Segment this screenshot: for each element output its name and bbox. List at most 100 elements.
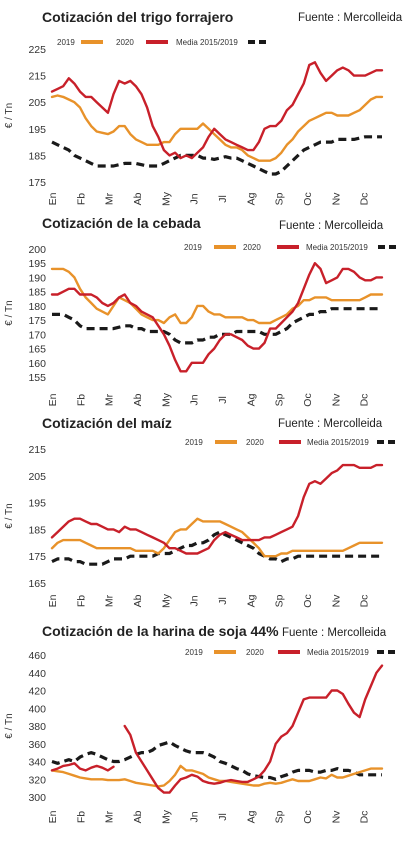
legend-label-series-media: Media 2015/2019 xyxy=(176,38,238,47)
x-tick-label: Sp xyxy=(274,810,286,823)
x-tick-label: Nv xyxy=(330,810,342,824)
y-tick-label: 205 xyxy=(28,471,46,483)
chart-legend: 2019 2020 Media 2015/2019 xyxy=(57,38,270,47)
chart-panel-4: Cotización de la harina de soja 44% Fuent… xyxy=(4,623,399,824)
x-tick-label: Fb xyxy=(75,595,87,607)
chart-title: Cotización del maíz xyxy=(42,415,172,431)
series-media-line xyxy=(52,307,382,345)
y-tick-label: 195 xyxy=(28,258,46,270)
series-2020-line xyxy=(50,61,384,160)
y-tick-label: 165 xyxy=(28,344,46,356)
x-tick-label: Dc xyxy=(359,193,371,206)
legend-label-series-2019: 2019 xyxy=(185,438,203,447)
y-axis-label: € / Tn xyxy=(4,300,15,325)
y-tick-label: 360 xyxy=(28,739,46,751)
x-tick-label: Nv xyxy=(330,393,342,407)
y-tick-label: 190 xyxy=(28,272,46,284)
series-2019-line xyxy=(50,517,384,558)
x-tick-label: Sp xyxy=(274,192,286,205)
x-tick-label: Jl xyxy=(217,396,229,404)
x-tick-label: Dc xyxy=(359,595,371,608)
chart-title: Cotización de la cebada xyxy=(42,215,201,231)
y-tick-label: 420 xyxy=(28,686,46,698)
chart-title: Cotización del trigo forrajero xyxy=(42,9,233,25)
x-tick-label: Mr xyxy=(104,810,116,823)
y-tick-label: 225 xyxy=(28,44,46,56)
legend-label-series-media: Media 2015/2019 xyxy=(306,243,368,252)
series-2020-line xyxy=(50,463,384,555)
x-tick-label: Mr xyxy=(104,594,116,607)
y-tick-label: 200 xyxy=(28,244,46,256)
legend-label-series-media: Media 2015/2019 xyxy=(307,438,369,447)
y-tick-label: 380 xyxy=(28,721,46,733)
y-tick-label: 215 xyxy=(28,444,46,456)
x-tick-label: Nv xyxy=(330,594,342,608)
legend-label-series-media: Media 2015/2019 xyxy=(307,648,369,657)
x-tick-label: Jn xyxy=(189,193,201,204)
y-tick-label: 185 xyxy=(28,150,46,162)
legend-label-series-2020: 2020 xyxy=(116,38,134,47)
legend-label-series-2020: 2020 xyxy=(243,243,261,252)
x-tick-label: Nv xyxy=(330,192,342,206)
y-tick-label: 300 xyxy=(28,792,46,804)
x-tick-label: En xyxy=(47,594,59,607)
y-tick-label: 215 xyxy=(28,71,46,83)
chart-panel-2: Cotización de la cebada Fuente : Mercolle… xyxy=(4,215,400,407)
x-tick-label: Mr xyxy=(104,393,116,406)
x-tick-label: Ag xyxy=(245,393,257,406)
y-tick-label: 170 xyxy=(28,329,46,341)
y-tick-label: 175 xyxy=(28,177,46,189)
series-media-line xyxy=(51,740,382,781)
chart-source: Fuente : Mercolleida xyxy=(278,418,383,430)
y-tick-label: 205 xyxy=(28,97,46,109)
x-tick-label: My xyxy=(160,392,172,407)
y-tick-label: 175 xyxy=(28,315,46,327)
series-2019-line xyxy=(50,764,384,788)
y-tick-label: 175 xyxy=(28,551,46,563)
y-tick-label: 400 xyxy=(28,703,46,715)
x-tick-label: Fb xyxy=(75,193,87,205)
x-tick-label: Ab xyxy=(132,810,144,823)
y-tick-label: 185 xyxy=(28,524,46,536)
legend-label-series-2019: 2019 xyxy=(184,243,202,252)
chart-panel-1: Cotización del trigo forrajero Fuente : M… xyxy=(4,9,403,206)
chart-panel-3: Cotización del maíz Fuente : Mercolleida 2… xyxy=(4,415,399,608)
x-tick-label: My xyxy=(160,593,172,608)
x-tick-label: En xyxy=(47,810,59,823)
chart-title: Cotización de la harina de soja 44% xyxy=(42,623,279,639)
x-tick-label: En xyxy=(47,192,59,205)
x-tick-label: En xyxy=(47,393,59,406)
x-tick-label: Ag xyxy=(245,810,257,823)
y-tick-label: 185 xyxy=(28,287,46,299)
x-tick-label: Ag xyxy=(245,594,257,607)
x-tick-label: Ab xyxy=(132,192,144,205)
y-tick-label: 320 xyxy=(28,774,46,786)
x-tick-label: Oc xyxy=(302,192,314,205)
series-2020-line xyxy=(50,262,384,373)
x-tick-label: Ab xyxy=(132,393,144,406)
chart-legend: 2019 2020 Media 2015/2019 xyxy=(185,648,399,657)
x-tick-label: Sp xyxy=(274,393,286,406)
y-tick-label: 340 xyxy=(28,757,46,769)
chart-legend: 2019 2020 Media 2015/2019 xyxy=(184,243,400,252)
y-tick-label: 180 xyxy=(28,301,46,313)
x-tick-label: Jl xyxy=(217,813,229,821)
x-tick-label: Fb xyxy=(75,394,87,406)
y-axis-label: € / Tn xyxy=(4,503,15,528)
legend-label-series-2020: 2020 xyxy=(246,438,264,447)
x-tick-label: Jl xyxy=(217,597,229,605)
x-tick-label: Dc xyxy=(359,811,371,824)
x-tick-label: My xyxy=(160,191,172,206)
x-tick-label: Mr xyxy=(104,192,116,205)
chart-source: Fuente : Mercolleida xyxy=(282,627,387,639)
x-tick-label: Dc xyxy=(359,394,371,407)
x-tick-label: Jl xyxy=(217,195,229,203)
x-tick-label: Ab xyxy=(132,594,144,607)
x-tick-label: My xyxy=(160,809,172,824)
legend-label-series-2020: 2020 xyxy=(246,648,264,657)
y-axis-label: € / Tn xyxy=(4,103,15,128)
series-media-line xyxy=(51,530,382,566)
x-tick-label: Jn xyxy=(189,811,201,822)
series-2019-line xyxy=(50,267,384,325)
